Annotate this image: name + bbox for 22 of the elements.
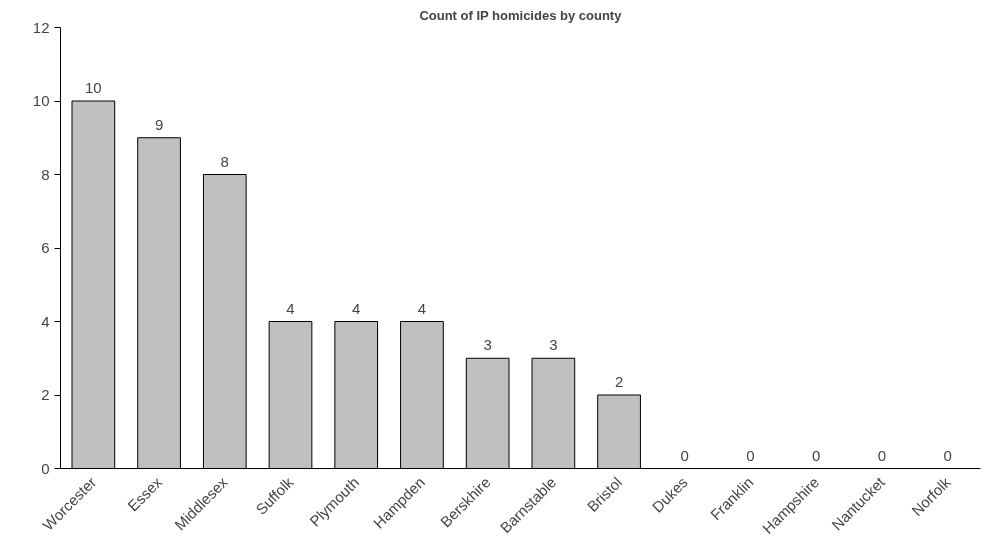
data-label: 0 <box>746 446 755 464</box>
y-tick-label: 10 <box>32 92 50 109</box>
data-label: 0 <box>812 446 821 464</box>
y-tick-label: 12 <box>32 18 50 36</box>
y-tick-label: 0 <box>41 459 50 477</box>
y-tick-label: 8 <box>41 165 50 183</box>
data-label: 10 <box>85 79 102 96</box>
data-label: 3 <box>549 336 558 354</box>
data-label: 0 <box>943 446 952 464</box>
data-label: 0 <box>877 446 887 464</box>
data-label: 4 <box>352 299 361 317</box>
data-label: 0 <box>680 446 689 464</box>
y-tick-label: 6 <box>41 239 50 256</box>
y-tick-label: 2 <box>41 386 50 403</box>
data-label: 9 <box>154 115 164 133</box>
data-label: 8 <box>220 152 229 170</box>
data-label: 2 <box>614 373 624 390</box>
chart-title: Count of IP homicides by county <box>419 7 623 23</box>
data-label: 4 <box>286 299 295 317</box>
data-label: 3 <box>483 336 492 354</box>
data-label: 4 <box>417 299 427 317</box>
y-tick-label: 4 <box>41 312 50 330</box>
